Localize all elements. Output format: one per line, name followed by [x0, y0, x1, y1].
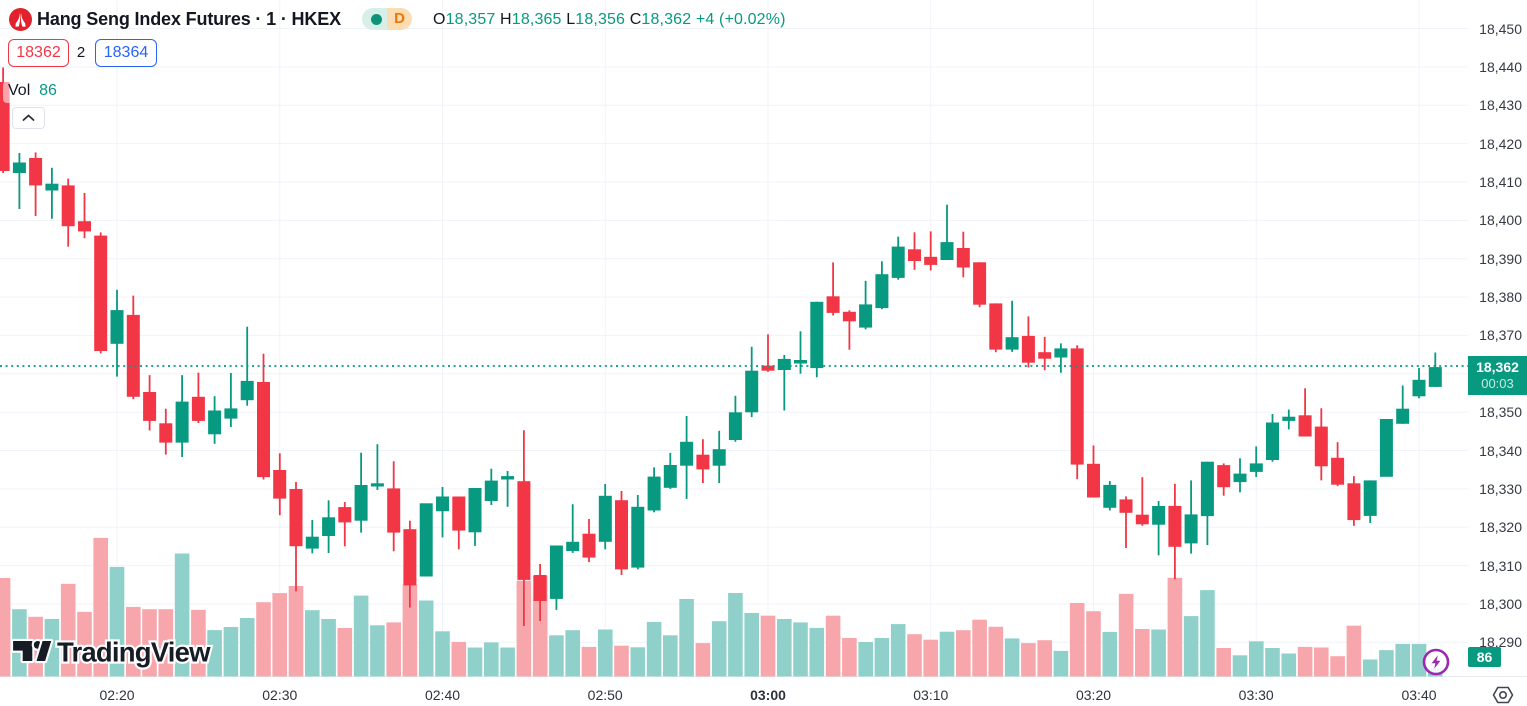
- svg-text:TradingView: TradingView: [57, 637, 211, 668]
